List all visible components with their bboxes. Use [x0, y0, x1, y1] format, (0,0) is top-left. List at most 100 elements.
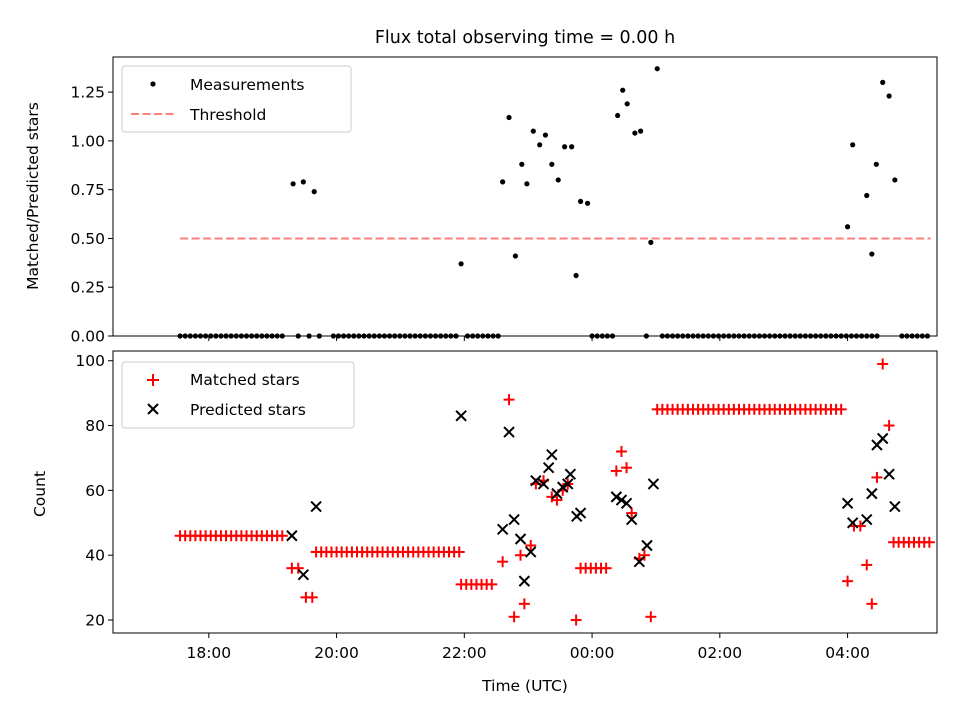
matched-star-point	[600, 562, 612, 574]
predicted-star-point	[496, 523, 509, 535]
measurement-point	[620, 87, 626, 93]
ratio-y-ticks: 0.00 0.25 0.50 0.75 1.00 1.25	[70, 84, 113, 346]
ratio-x-ticks	[208, 336, 849, 341]
matched-star-point	[877, 358, 889, 370]
measurement-point	[844, 224, 851, 230]
matched-star-point	[518, 598, 530, 610]
measurement-point	[892, 177, 898, 183]
measurement-point	[638, 128, 644, 134]
measurement-point	[584, 200, 591, 206]
x-tick-label: 20:00	[314, 644, 359, 662]
measurement-point	[311, 189, 317, 195]
counts-axes-frame	[112, 350, 938, 634]
counts-markers-layer	[174, 358, 935, 626]
measurement-point	[530, 128, 536, 134]
matched-star-point	[923, 536, 935, 548]
matched-star-point	[306, 591, 318, 603]
legend-measurements-label: Measurements	[190, 76, 305, 94]
predicted-star-point	[503, 426, 515, 438]
legend-matched-label: Matched stars	[190, 371, 300, 389]
ratio-panel: 0.00 0.25 0.50 0.75 1.00 1.25 Matched/Predict…	[24, 56, 938, 346]
matched-star-point	[503, 394, 515, 406]
matched-star-point	[621, 462, 633, 474]
y-tick-label: 1.00	[70, 132, 105, 150]
predicted-star-point	[866, 487, 878, 500]
matched-star-point	[871, 471, 883, 483]
measurement-point	[615, 112, 621, 119]
y-tick-label: 0.50	[70, 230, 105, 248]
y-tick-label: 1.25	[70, 84, 105, 102]
legend-threshold-label: Threshold	[189, 106, 266, 124]
predicted-star-point	[556, 481, 569, 493]
predicted-star-point	[297, 568, 310, 581]
x-tick-label: 02:00	[697, 644, 742, 662]
y-tick-label: 0.75	[70, 181, 105, 199]
counts-legend: Matched stars Predicted stars	[121, 361, 355, 429]
predicted-star-point	[518, 575, 531, 587]
measurement-point	[873, 161, 879, 167]
measurement-point	[864, 192, 870, 199]
matched-star-point	[861, 559, 873, 571]
matched-star-point	[842, 575, 854, 587]
predicted-star-point	[625, 513, 638, 526]
x-tick-label: 22:00	[442, 644, 487, 662]
predicted-star-point	[883, 468, 895, 480]
measurement-point	[555, 177, 561, 183]
measurement-point	[519, 161, 525, 167]
predicted-star-point	[846, 517, 859, 529]
measurement-point	[290, 181, 296, 187]
measurement-point	[549, 161, 555, 167]
predicted-star-point	[564, 468, 577, 480]
matched-star-point	[551, 494, 563, 506]
matched-star-point	[645, 611, 657, 623]
ratio-axes-frame	[112, 56, 938, 337]
predicted-star-point	[310, 500, 322, 513]
predicted-star-point	[455, 410, 467, 422]
measurement-point	[886, 93, 892, 99]
predicted-star-point	[530, 474, 542, 487]
measurement-point	[506, 114, 512, 121]
x-axis-label: Time (UTC)	[481, 677, 568, 695]
matched-star-point	[570, 614, 582, 626]
predicted-star-point	[574, 507, 587, 519]
y-tick-label: 40	[85, 547, 105, 565]
figure-title: Flux total observing time = 0.00 h	[375, 28, 675, 48]
matched-star-point	[835, 403, 847, 415]
y-tick-label: 0.00	[70, 328, 105, 346]
matched-star-point	[610, 465, 622, 477]
measurement-point	[512, 253, 519, 259]
y-tick-label: 80	[85, 417, 105, 435]
matched-star-point	[486, 578, 498, 590]
predicted-star-point	[889, 500, 901, 513]
measurement-point	[500, 179, 506, 185]
predicted-star-point	[876, 432, 889, 445]
predicted-star-point	[633, 555, 646, 568]
y-tick-label: 60	[85, 482, 105, 500]
measurement-point	[632, 130, 638, 136]
legend-measurements-marker	[150, 81, 156, 87]
measurement-point	[458, 261, 464, 267]
measurement-point	[537, 142, 543, 148]
y-tick-label: 20	[85, 612, 105, 630]
ratio-legend-box	[121, 65, 352, 133]
matched-star-point	[453, 546, 465, 558]
matched-star-point	[515, 549, 527, 561]
predicted-star-point	[514, 533, 527, 545]
legend-predicted-label: Predicted stars	[190, 401, 306, 419]
legend-predicted-marker	[147, 403, 159, 415]
predicted-star-point	[641, 539, 653, 552]
matched-star-point	[497, 556, 509, 568]
x-tick-label: 00:00	[570, 644, 615, 662]
measurement-point	[577, 198, 584, 204]
matched-star-point	[883, 420, 895, 432]
counts-x-ticks: 18:00 20:00 22:00 00:00 02:00 04:00	[186, 633, 870, 662]
measurement-point	[542, 132, 549, 138]
measurement-point	[869, 251, 875, 257]
measurement-point	[880, 79, 886, 85]
predicted-star-point	[610, 491, 623, 503]
x-tick-label: 18:00	[186, 644, 231, 662]
measurement-point	[624, 101, 630, 107]
y-tick-label: 0.25	[70, 279, 105, 297]
counts-y-ticks: 20 40 60 80 100	[75, 352, 113, 630]
matched-star-point	[525, 539, 537, 551]
